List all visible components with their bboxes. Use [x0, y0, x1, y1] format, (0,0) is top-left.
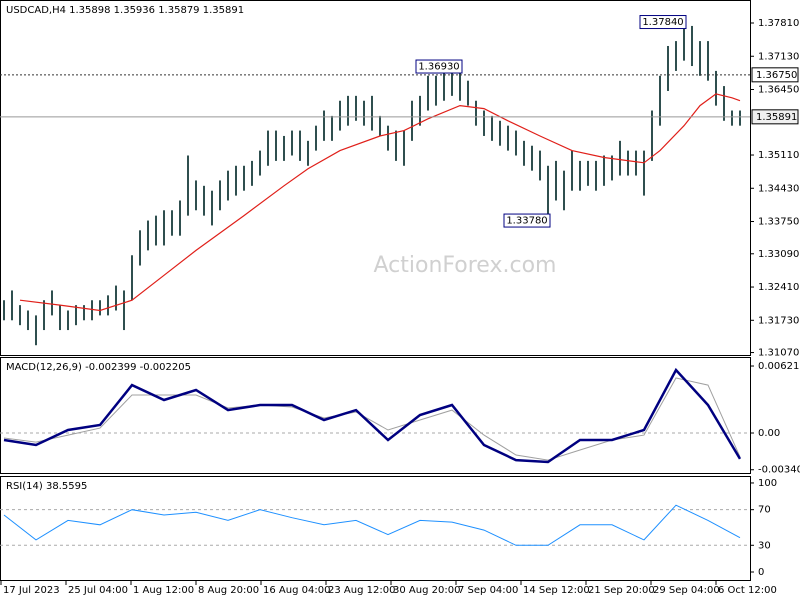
series-line: [19, 93, 741, 312]
x-tick-label: 17 Jul 2023: [3, 585, 60, 596]
annotation-label: 1.36930: [418, 62, 459, 73]
price-label: 1.35891: [756, 112, 797, 123]
annotation-box: [415, 59, 463, 74]
series-line: [3, 367, 742, 464]
y-tick-label: 1.37130: [758, 51, 799, 62]
y-tick-label: 30: [758, 540, 771, 551]
panel-frame: [0, 0, 751, 356]
price-label: 1.36750: [756, 70, 797, 81]
panel-title: MACD(12,26,9) -0.002399 -0.002205: [6, 362, 191, 373]
y-tick-label: 0.006216: [758, 361, 800, 372]
panel-title: USDCAD,H4 1.35898 1.35936 1.35879 1.3589…: [6, 5, 244, 16]
y-tick-label: 1.33090: [758, 249, 799, 260]
y-tick-label: 1.35110: [758, 150, 799, 161]
panel-title: RSI(14) 38.5595: [6, 481, 87, 492]
series-line: [3, 504, 741, 546]
y-tick-label: -0.003407: [758, 465, 800, 476]
panel-frame: [0, 357, 751, 474]
price-label-box: [751, 67, 799, 83]
panel-frame: [0, 476, 751, 581]
annotation-label: 1.33780: [506, 216, 547, 227]
y-tick-label: 100: [758, 478, 777, 489]
y-tick-label: 0: [758, 567, 764, 578]
watermark: ActionForex.com: [374, 253, 557, 278]
annotation-label: 1.37840: [642, 17, 683, 28]
x-tick-label: 23 Aug 12:00: [328, 585, 395, 596]
x-tick-label: 7 Sep 04:00: [458, 585, 518, 596]
x-tick-label: 8 Aug 20:00: [198, 585, 259, 596]
x-tick-label: 14 Sep 12:00: [523, 585, 590, 596]
y-tick-label: 1.31070: [758, 348, 799, 359]
y-tick-label: 1.32410: [758, 282, 799, 293]
y-tick-label: 1.33750: [758, 217, 799, 228]
x-tick-label: 6 Oct 12:00: [718, 585, 777, 596]
y-tick-label: 1.36450: [758, 85, 799, 96]
y-tick-label: 0.00: [758, 428, 780, 439]
x-tick-label: 1 Aug 12:00: [133, 585, 194, 596]
price-label-box: [751, 109, 799, 125]
annotation-box: [639, 15, 687, 30]
x-tick-label: 29 Sep 04:00: [653, 585, 720, 596]
x-tick-label: 21 Sep 20:00: [588, 585, 655, 596]
y-tick-label: 70: [758, 505, 771, 516]
annotation-box: [503, 213, 551, 228]
x-tick-label: 16 Aug 04:00: [263, 585, 330, 596]
x-tick-label: 25 Jul 04:00: [68, 585, 128, 596]
y-tick-label: 1.31730: [758, 315, 799, 326]
x-tick-label: 30 Aug 20:00: [393, 585, 460, 596]
y-tick-label: 1.34430: [758, 183, 799, 194]
y-tick-label: 1.37810: [758, 18, 799, 29]
